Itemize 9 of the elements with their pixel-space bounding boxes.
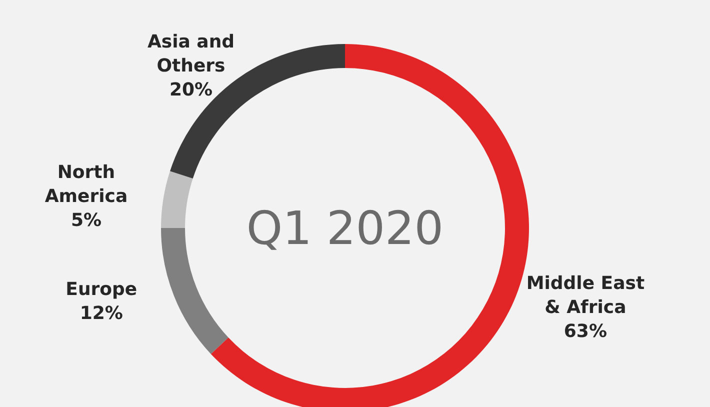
data-label: 12% (80, 303, 123, 324)
text: Q1 2020 (246, 201, 444, 255)
data-label: 5% (70, 210, 102, 232)
slice-label: North America (44, 162, 128, 208)
data-label: 20% (169, 80, 213, 101)
slice-label: Europe (66, 279, 138, 300)
slice-label: Middle East & Africa (526, 272, 645, 318)
slice-label: Asia and Others (147, 32, 235, 77)
data-label: 63% (564, 320, 607, 342)
